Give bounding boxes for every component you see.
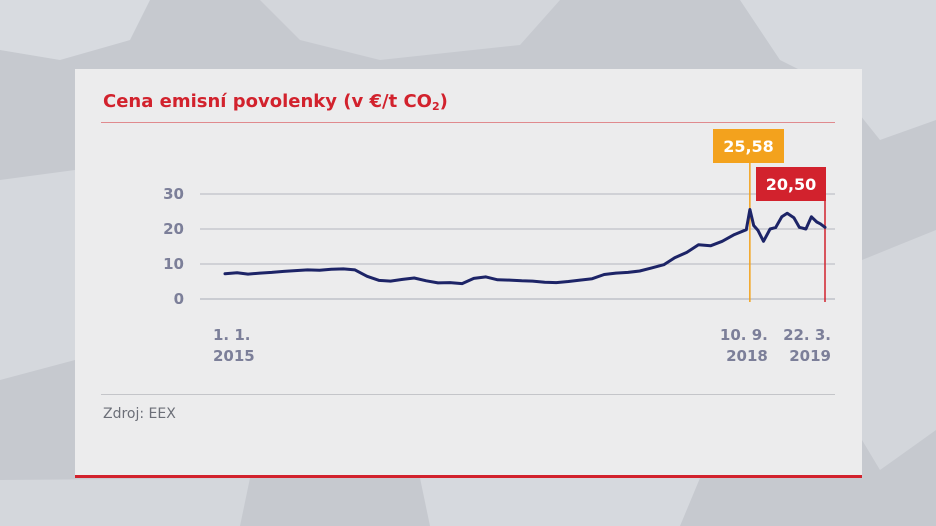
data-point — [235, 271, 239, 274]
source-note: Zdroj: EEX — [103, 406, 176, 422]
data-point — [555, 281, 558, 284]
data-point — [590, 277, 594, 280]
data-point — [318, 269, 321, 272]
data-point — [626, 271, 630, 274]
series-line-1 — [223, 208, 827, 286]
data-point — [804, 227, 808, 231]
data-point — [786, 212, 789, 215]
data-point — [353, 268, 357, 272]
data-point — [365, 275, 369, 278]
data-point — [484, 275, 488, 279]
y-tick-0: 0 — [174, 290, 184, 308]
callout-value-1: 25,58 — [723, 137, 774, 156]
data-point — [401, 278, 404, 281]
data-point — [531, 279, 534, 283]
data-point — [748, 208, 752, 211]
data-point — [270, 271, 273, 274]
data-point — [377, 279, 381, 282]
data-point — [792, 216, 796, 219]
data-point — [733, 233, 736, 236]
data-point — [472, 277, 475, 280]
y-tick-10: 10 — [163, 255, 184, 273]
x-tick-year-3: 2019 — [789, 347, 831, 365]
data-point — [282, 270, 285, 273]
data-point — [425, 279, 428, 282]
data-point — [448, 281, 452, 284]
data-point — [638, 269, 641, 273]
x-tick-year-1: 2015 — [213, 347, 255, 365]
data-point — [721, 240, 724, 243]
data-point — [798, 226, 801, 229]
data-point — [823, 226, 827, 229]
callout-markers — [749, 163, 826, 302]
data-point — [223, 272, 227, 275]
grid-lines — [200, 193, 835, 300]
data-point — [258, 271, 262, 275]
data-point — [389, 279, 392, 283]
data-point — [496, 278, 499, 281]
callout-value-2: 20,50 — [766, 175, 817, 194]
data-point — [780, 215, 783, 218]
data-point — [756, 229, 760, 232]
data-point — [413, 276, 416, 280]
x-axis-ticks: 1. 1. 2015 10. 9. 2018 22. 3. 2019 — [213, 326, 831, 365]
data-point — [709, 244, 712, 247]
x-tick-label-2: 10. 9. — [720, 326, 768, 344]
data-point — [567, 280, 570, 283]
x-tick-label-3: 22. 3. — [783, 326, 831, 344]
title-divider — [101, 122, 835, 123]
data-point — [810, 215, 813, 218]
data-point — [330, 268, 333, 271]
data-point — [697, 243, 700, 246]
data-point — [685, 251, 688, 254]
data-point — [520, 279, 523, 282]
data-point — [342, 267, 345, 271]
data-point — [306, 268, 309, 272]
data-point — [614, 271, 618, 275]
data-point — [650, 266, 653, 270]
data-point — [774, 226, 777, 229]
title-subscript: 2 — [431, 100, 440, 113]
data-point — [768, 227, 772, 231]
data-point — [246, 272, 250, 276]
data-point — [815, 220, 819, 224]
data-point — [762, 240, 765, 243]
source-divider — [101, 394, 835, 395]
data-point — [294, 269, 297, 272]
y-axis-ticks: 0 10 20 30 — [163, 185, 184, 308]
data-point — [603, 273, 606, 276]
data-point — [508, 278, 511, 282]
y-tick-20: 20 — [163, 220, 184, 238]
data-point — [578, 278, 582, 282]
data-point — [662, 263, 666, 266]
callout-labels: 25,58 20,50 — [713, 129, 826, 201]
data-point — [745, 228, 748, 231]
data-point — [819, 222, 822, 225]
data-point — [436, 281, 440, 285]
data-point — [752, 224, 755, 227]
data-point — [673, 256, 676, 259]
chart-title: Cena emisní povolenky (v €/t CO2) — [103, 91, 448, 113]
data-point — [543, 281, 546, 284]
y-tick-30: 30 — [163, 185, 184, 203]
data-point — [460, 282, 464, 285]
series-layer — [223, 208, 827, 286]
callout-box-2 — [756, 167, 826, 201]
x-tick-year-2: 2018 — [726, 347, 768, 365]
callout-box-1 — [713, 129, 784, 163]
x-tick-label-1: 1. 1. — [213, 326, 251, 344]
